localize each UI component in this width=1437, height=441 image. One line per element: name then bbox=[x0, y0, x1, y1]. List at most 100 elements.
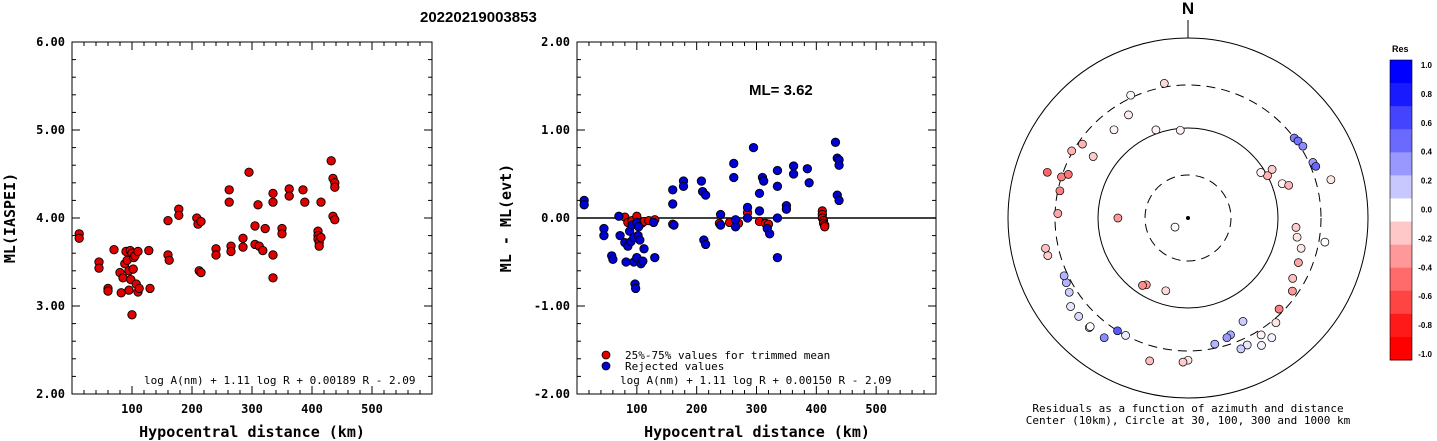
colorbar-label: -0.6 bbox=[1418, 292, 1432, 301]
map-station-point bbox=[1145, 356, 1155, 366]
map-caption-line1: Residuals as a function of azimuth and d… bbox=[1032, 402, 1343, 415]
plot2-points bbox=[579, 137, 844, 294]
plot1-y-tick-label: 6.00 bbox=[36, 35, 65, 49]
ml-value-label: ML= 3.62 bbox=[749, 82, 813, 99]
colorbar-label: 0.8 bbox=[1421, 90, 1433, 99]
plot2-data-point bbox=[754, 206, 765, 216]
colorbar-title: Res bbox=[1392, 44, 1409, 54]
plot1-data-point bbox=[238, 233, 248, 243]
map-station-point bbox=[1256, 330, 1266, 340]
map-station-point bbox=[1267, 165, 1277, 174]
plot1-y-tick-label: 3.00 bbox=[36, 299, 65, 313]
colorbar-swatch bbox=[1390, 198, 1412, 223]
plot1-data-point bbox=[133, 246, 143, 257]
plot2-data-point bbox=[754, 188, 765, 199]
plot2-data-point bbox=[700, 239, 711, 250]
map-station-point bbox=[1288, 286, 1297, 296]
colorbar-swatch bbox=[1390, 267, 1412, 292]
plot2-data-point bbox=[696, 176, 707, 186]
plot1-x-tick-label: 100 bbox=[121, 402, 143, 416]
map-station-point bbox=[1256, 168, 1266, 177]
plot1-data-point bbox=[163, 215, 173, 226]
map-station-point bbox=[1109, 125, 1119, 135]
plot2-data-point bbox=[742, 213, 753, 223]
map-station-point bbox=[1113, 213, 1123, 223]
map-station-point bbox=[1210, 339, 1220, 349]
plot2-data-point bbox=[730, 215, 741, 225]
colorbar-swatch bbox=[1390, 106, 1412, 130]
plot1-data-point bbox=[277, 229, 287, 239]
plot2-data-point bbox=[615, 230, 625, 241]
plot1-data-point bbox=[128, 264, 138, 274]
map-station-point bbox=[1298, 141, 1308, 151]
plot1-data-point bbox=[145, 283, 155, 294]
plot2-data-point bbox=[678, 181, 689, 191]
colorbar-label: -0.8 bbox=[1418, 321, 1432, 330]
panel-ml-iaspei: 100 200 300 400 500 2.00 3.00 4.00 5.00 6.00 log… bbox=[1, 35, 433, 441]
plot1-data-point bbox=[330, 182, 340, 192]
plot1-data-point bbox=[116, 288, 126, 298]
plot1-data-point bbox=[224, 185, 234, 195]
map-station-point bbox=[1291, 223, 1301, 232]
map-station-point bbox=[1236, 344, 1246, 354]
plot2-x-tick-label: 500 bbox=[865, 402, 887, 416]
plot1-data-point bbox=[94, 263, 104, 273]
map-station-point bbox=[1311, 161, 1321, 171]
panel-ml-residual: 100 200 300 400 500 -2.00 -1.00 0.00 1.00 2.00 M… bbox=[497, 35, 937, 441]
plot1-x-tick-label: 400 bbox=[301, 402, 323, 416]
plot1-data-point bbox=[316, 197, 326, 207]
plot2-x-label: Hypocentral distance (km) bbox=[644, 423, 870, 441]
map-station-point bbox=[1067, 146, 1077, 156]
map-station-point bbox=[1099, 333, 1109, 343]
plot1-data-point bbox=[284, 191, 294, 201]
plot2-y-tick-label: 1.00 bbox=[541, 123, 570, 137]
map-station-point bbox=[1059, 271, 1069, 281]
plot2-data-point bbox=[772, 252, 783, 263]
panel-azimuth-map: N Residuals as a function of azimuth and… bbox=[1007, 0, 1369, 427]
plot1-data-point bbox=[300, 197, 310, 207]
colorbar-swatch bbox=[1390, 152, 1412, 176]
plot2-data-point bbox=[788, 161, 799, 171]
colorbar-swatch bbox=[1390, 290, 1412, 315]
plot1-data-point bbox=[124, 285, 134, 295]
plot2-data-point bbox=[648, 217, 659, 228]
plot1-data-point bbox=[316, 232, 326, 243]
map-station-point bbox=[1242, 340, 1252, 350]
map-station-point bbox=[1041, 243, 1050, 253]
map-station-point bbox=[1161, 286, 1171, 296]
north-label: N bbox=[1182, 0, 1194, 18]
plot2-data-point bbox=[804, 178, 814, 188]
plot1-x-ticks: 100 200 300 400 500 bbox=[83, 42, 421, 416]
plot1-x-label: Hypocentral distance (km) bbox=[139, 423, 365, 441]
plot2-data-point bbox=[748, 142, 759, 153]
plot2-data-point bbox=[633, 222, 644, 232]
colorbar-swatch bbox=[1390, 60, 1412, 84]
map-station-point bbox=[1124, 110, 1133, 120]
plot1-data-point bbox=[144, 245, 154, 256]
colorbar-label: -0.4 bbox=[1418, 263, 1432, 272]
plot2-x-tick-label: 100 bbox=[626, 402, 648, 416]
circle-30km bbox=[1144, 174, 1232, 262]
plot2-y-tick-label: 2.00 bbox=[541, 35, 570, 49]
map-station-point bbox=[1053, 209, 1063, 218]
plot1-data-point bbox=[258, 245, 268, 256]
plot2-y-ticks: -2.00 -1.00 0.00 1.00 2.00 bbox=[534, 35, 936, 401]
plot2-data-point bbox=[802, 164, 813, 174]
plot1-data-point bbox=[314, 241, 324, 251]
plot2-y-tick-label: 0.00 bbox=[541, 211, 570, 225]
plot1-y-tick-label: 2.00 bbox=[36, 387, 65, 401]
plot2-data-point bbox=[715, 220, 726, 230]
plot2-data-point bbox=[772, 181, 783, 191]
plot1-formula: log A(nm) + 1.11 log R + 0.00189 R - 2.0… bbox=[144, 374, 416, 387]
plot1-data-point bbox=[268, 250, 278, 260]
colorbar-swatch bbox=[1390, 336, 1412, 361]
plot2-x-tick-label: 300 bbox=[746, 402, 768, 416]
map-station-point bbox=[1151, 125, 1161, 135]
colorbar: Res 1.0 0.8 0.6 0.4 0.2 0.0 -0.2 -0.4 -0.6 -0.8 -1… bbox=[1389, 44, 1433, 361]
map-station-point bbox=[1294, 258, 1303, 267]
plot2-data-point bbox=[650, 252, 660, 263]
colorbar-label: 0.6 bbox=[1421, 119, 1433, 128]
plot1-data-point bbox=[118, 273, 128, 283]
plot2-data-point bbox=[834, 160, 844, 170]
